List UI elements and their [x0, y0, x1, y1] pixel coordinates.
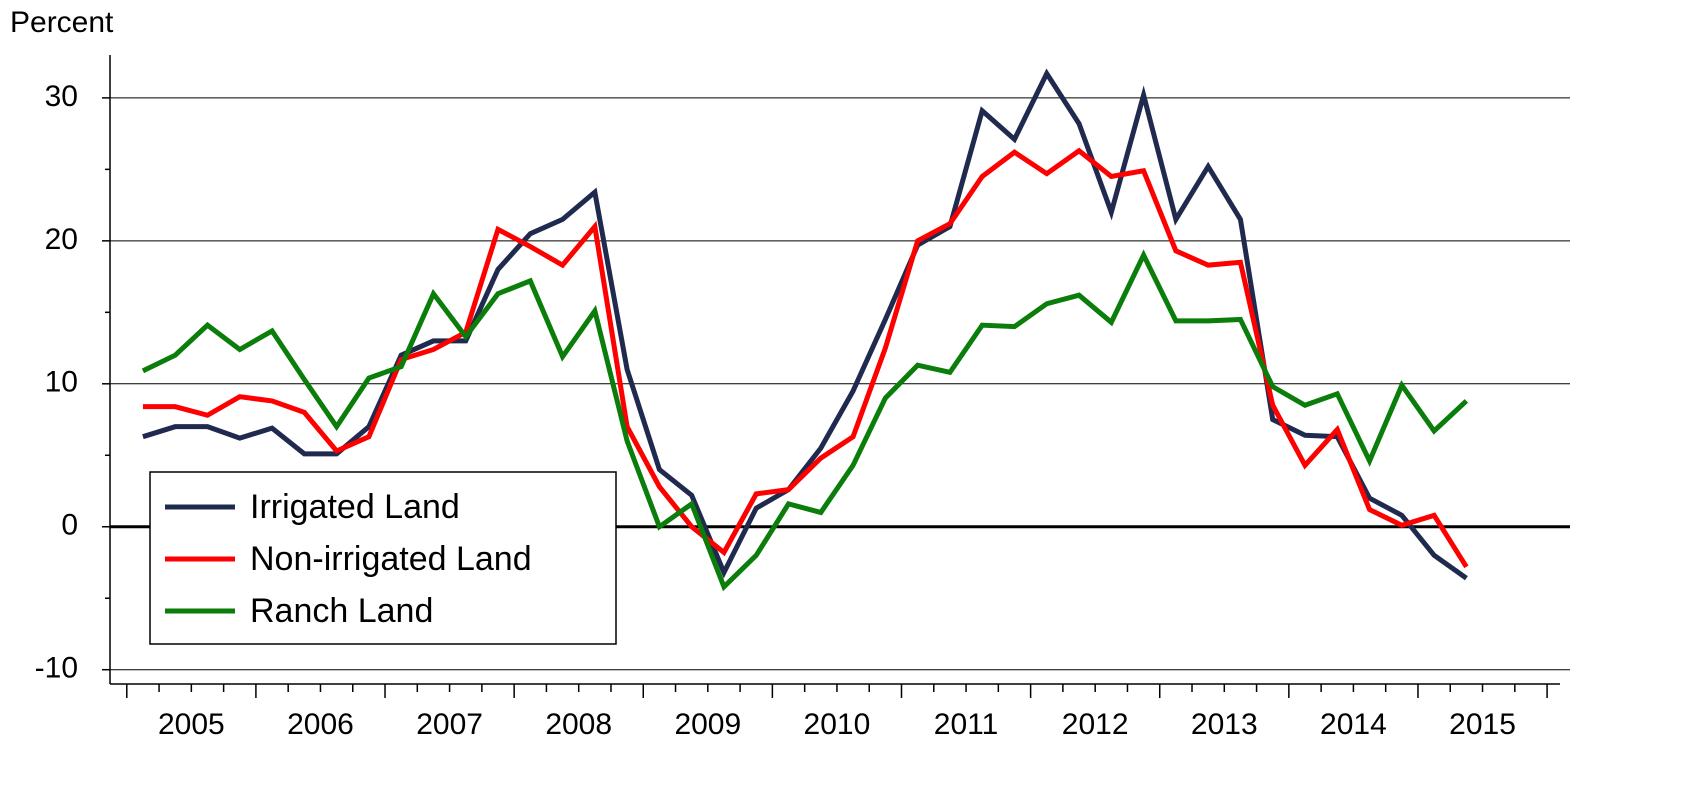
chart-title: Percent	[10, 6, 114, 39]
x-tick-label: 2010	[804, 708, 871, 741]
x-tick-label: 2014	[1320, 708, 1387, 741]
y-tick-label: 10	[45, 366, 78, 399]
y-tick-label: 20	[45, 223, 78, 256]
x-tick-label: 2007	[416, 708, 483, 741]
x-tick-label: 2009	[674, 708, 741, 741]
legend-label: Non-irrigated Land	[250, 540, 532, 578]
x-tick-label: 2005	[158, 708, 225, 741]
series-line	[141, 249, 1469, 592]
x-tick-label: 2015	[1449, 708, 1516, 741]
x-tick-label: 2013	[1191, 708, 1258, 741]
y-tick-label: 0	[61, 509, 78, 542]
x-tick-label: 2012	[1062, 708, 1129, 741]
legend-label: Ranch Land	[250, 592, 433, 630]
y-tick-label: 30	[45, 80, 78, 113]
x-tick-label: 2006	[287, 708, 354, 741]
x-tick-label: 2011	[934, 708, 999, 741]
series-line	[142, 68, 1468, 581]
y-tick-label: -10	[35, 652, 78, 685]
legend-label: Irrigated Land	[250, 488, 460, 526]
series-line	[142, 147, 1469, 569]
x-tick-label: 2008	[545, 708, 612, 741]
